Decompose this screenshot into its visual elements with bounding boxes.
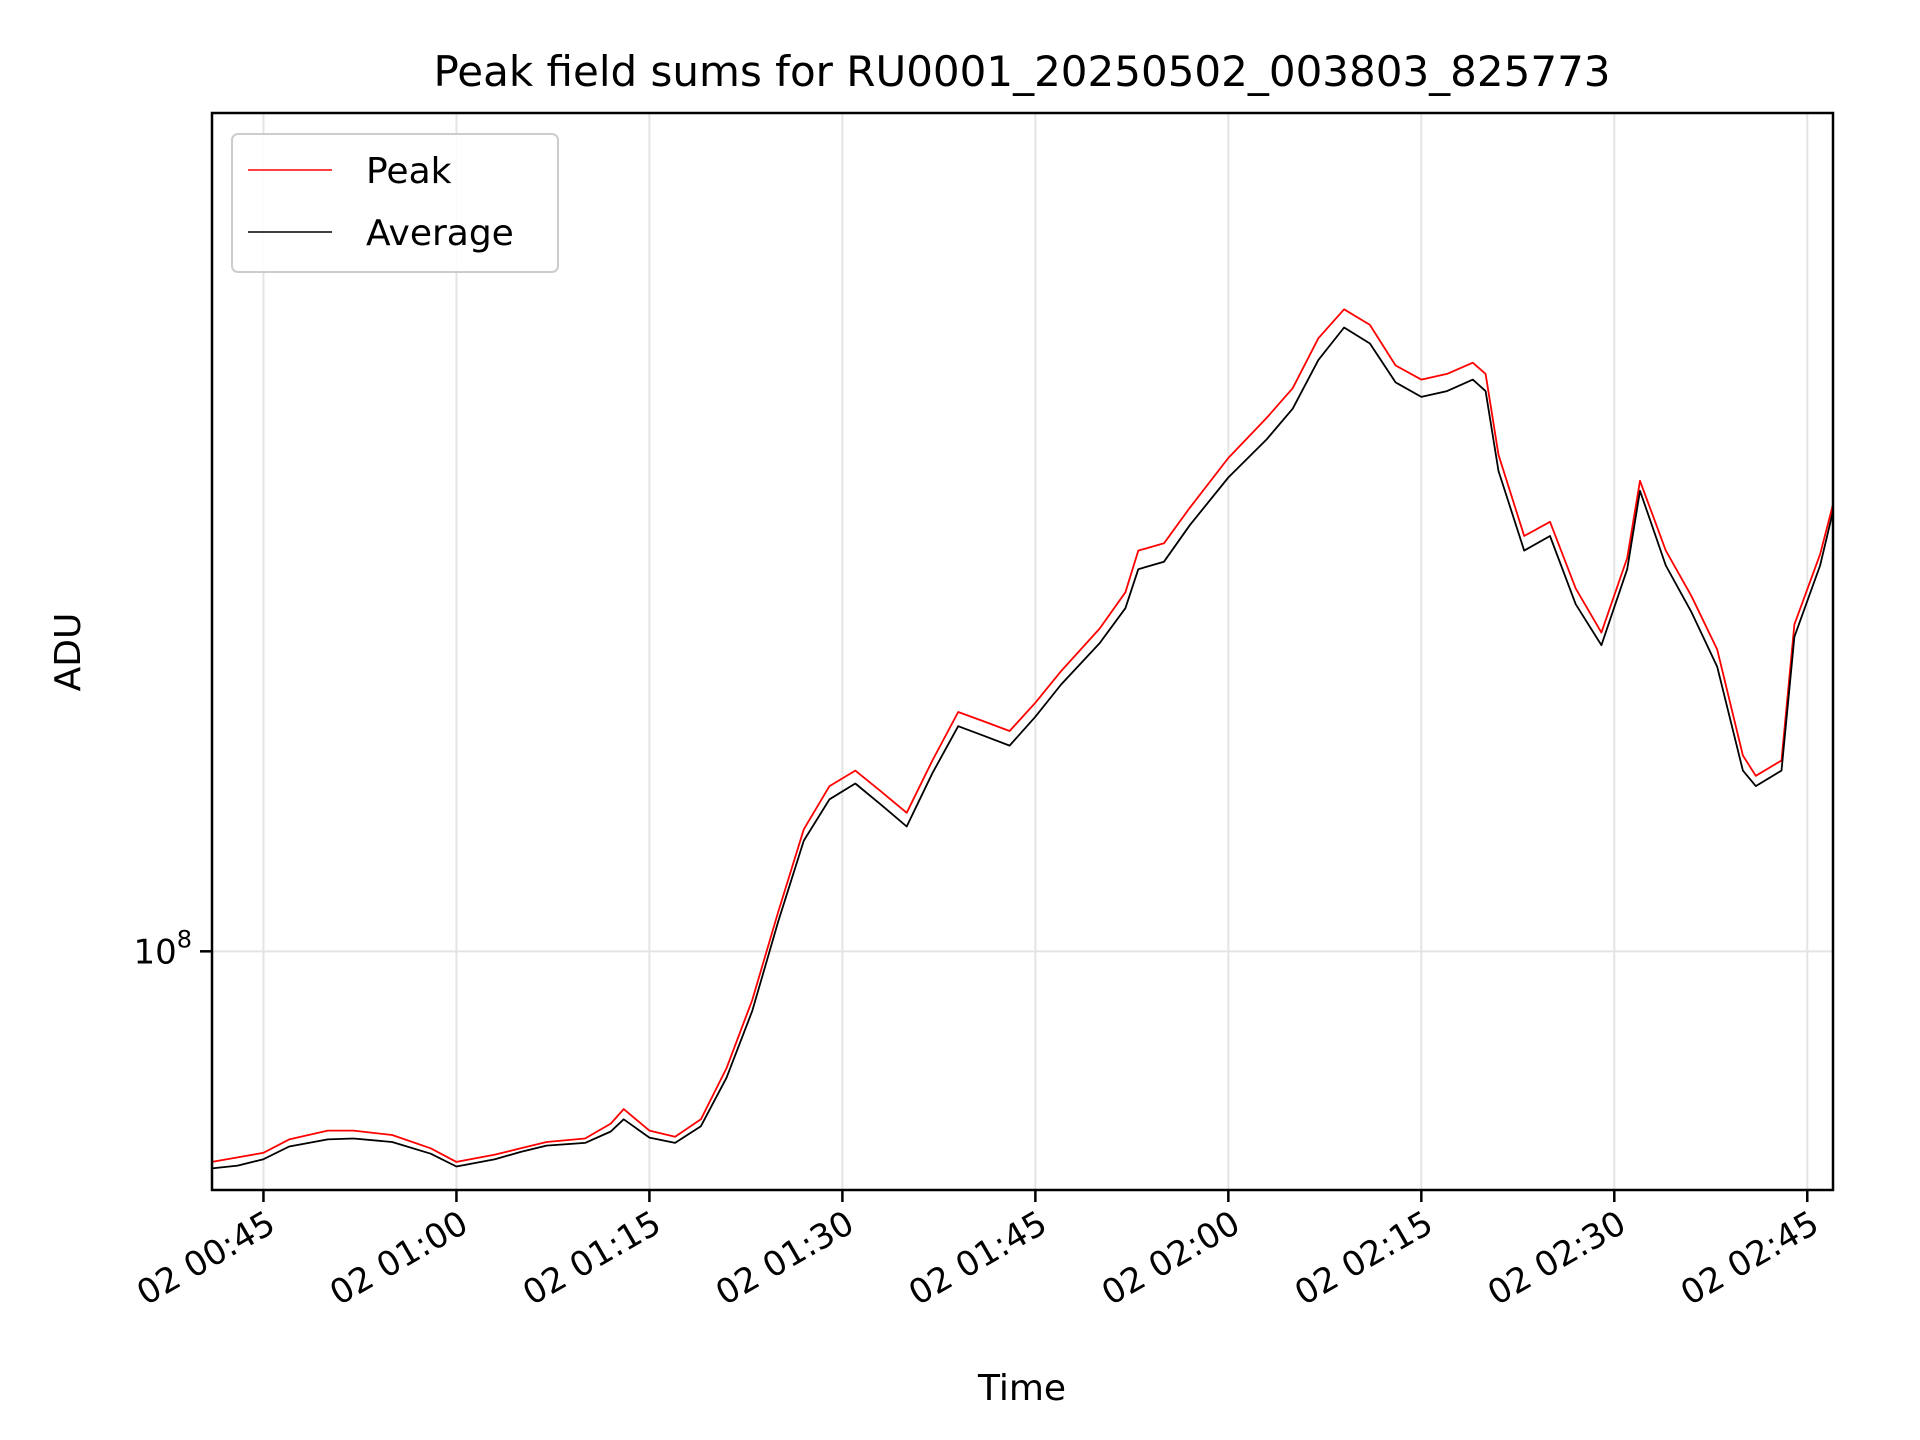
x-tick-label: 02 02:30 [1481,1203,1633,1314]
y-tick-exponent: 8 [177,925,192,953]
x-tick-label: 02 01:15 [516,1203,668,1314]
x-tick-label: 02 00:45 [130,1203,282,1314]
series-line-average [211,326,1834,1170]
x-axis-label: Time [977,1368,1066,1409]
x-tick-label: 02 01:00 [323,1203,475,1314]
grid-layer [212,113,1833,1190]
x-tick-label: 02 02:00 [1095,1203,1247,1314]
y-axis-label: ADU [48,613,89,692]
legend-box [231,133,559,273]
y-tick-base: 10 [133,932,176,972]
series-line-peak [211,308,1834,1163]
legend: Peak Average [231,133,559,273]
tick-layer: 02 00:45 02 01:00 02 01:15 02 01:30 02 01:45… [130,925,1825,1314]
series-layer [211,308,1834,1170]
y-tick-label: 108 [133,925,192,972]
chart-title: Peak field sums for RU0001_20250502_0038… [433,47,1610,96]
x-tick-label: 02 02:15 [1288,1203,1440,1314]
x-tick-label: 02 01:45 [902,1203,1054,1314]
plot-frame [210,111,1835,1192]
legend-label-average: Average [366,213,514,254]
x-tick-label: 02 02:45 [1674,1203,1826,1314]
legend-label-peak: Peak [366,151,452,192]
x-tick-label: 02 01:30 [709,1203,861,1314]
